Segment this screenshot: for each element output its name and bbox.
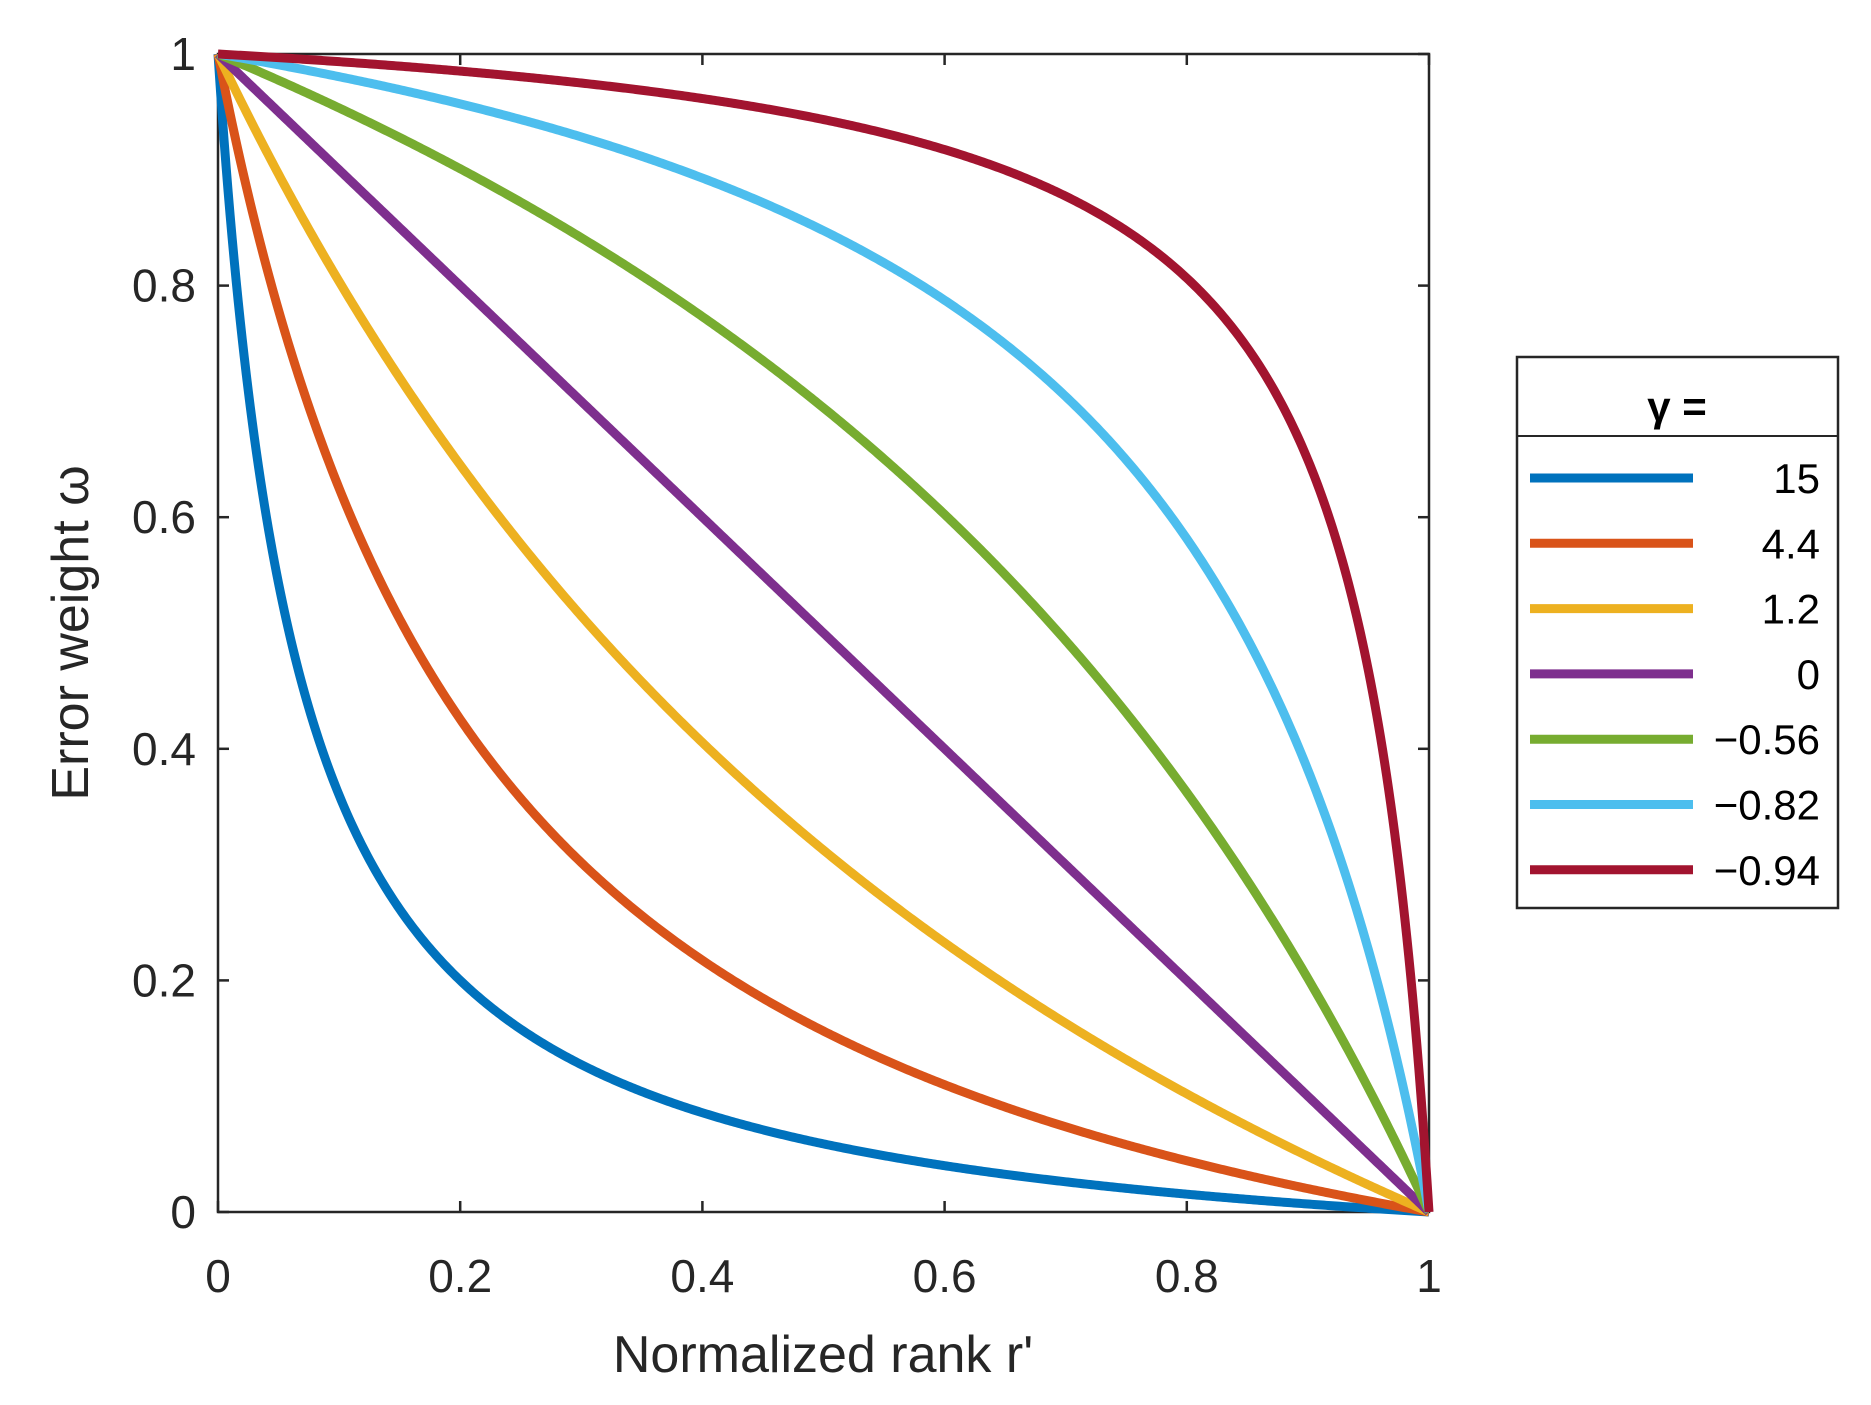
- x-tick-label: 0.8: [1155, 1250, 1219, 1302]
- y-tick-label: 0.4: [132, 723, 196, 775]
- x-tick-label: 0.6: [913, 1250, 977, 1302]
- plot-area: [218, 54, 1429, 1212]
- legend-label-6: −0.94: [1714, 847, 1820, 894]
- x-tick-label: 0: [205, 1250, 231, 1302]
- legend-title: γ =: [1647, 383, 1707, 430]
- legend-label-4: −0.56: [1714, 716, 1820, 763]
- y-axis-label: Error weight ω: [42, 465, 100, 800]
- legend-label-2: 1.2: [1762, 586, 1820, 633]
- chart: 0 0.2 0.4 0.6 0.8 1 0 0.2 0.4 0.6 0.8 1 …: [0, 0, 1871, 1405]
- x-axis-label: Normalized rank r': [613, 1326, 1033, 1384]
- y-tick-label: 0.6: [132, 491, 196, 543]
- legend-label-5: −0.82: [1714, 782, 1820, 829]
- y-tick-label: 0: [170, 1186, 196, 1238]
- x-tick-label: 0.2: [428, 1250, 492, 1302]
- x-tick-label: 1: [1416, 1250, 1442, 1302]
- y-tick-label: 0.8: [132, 260, 196, 312]
- legend: γ = 15 4.4 1.2 0 −0.56 −0.82 −0.94: [1517, 357, 1838, 908]
- x-tick-label: 0.4: [670, 1250, 734, 1302]
- y-tick-label: 0.2: [132, 954, 196, 1006]
- y-tick-label: 1: [170, 28, 196, 80]
- legend-label-0: 15: [1773, 455, 1820, 502]
- legend-label-1: 4.4: [1762, 520, 1820, 567]
- legend-label-3: 0: [1797, 651, 1820, 698]
